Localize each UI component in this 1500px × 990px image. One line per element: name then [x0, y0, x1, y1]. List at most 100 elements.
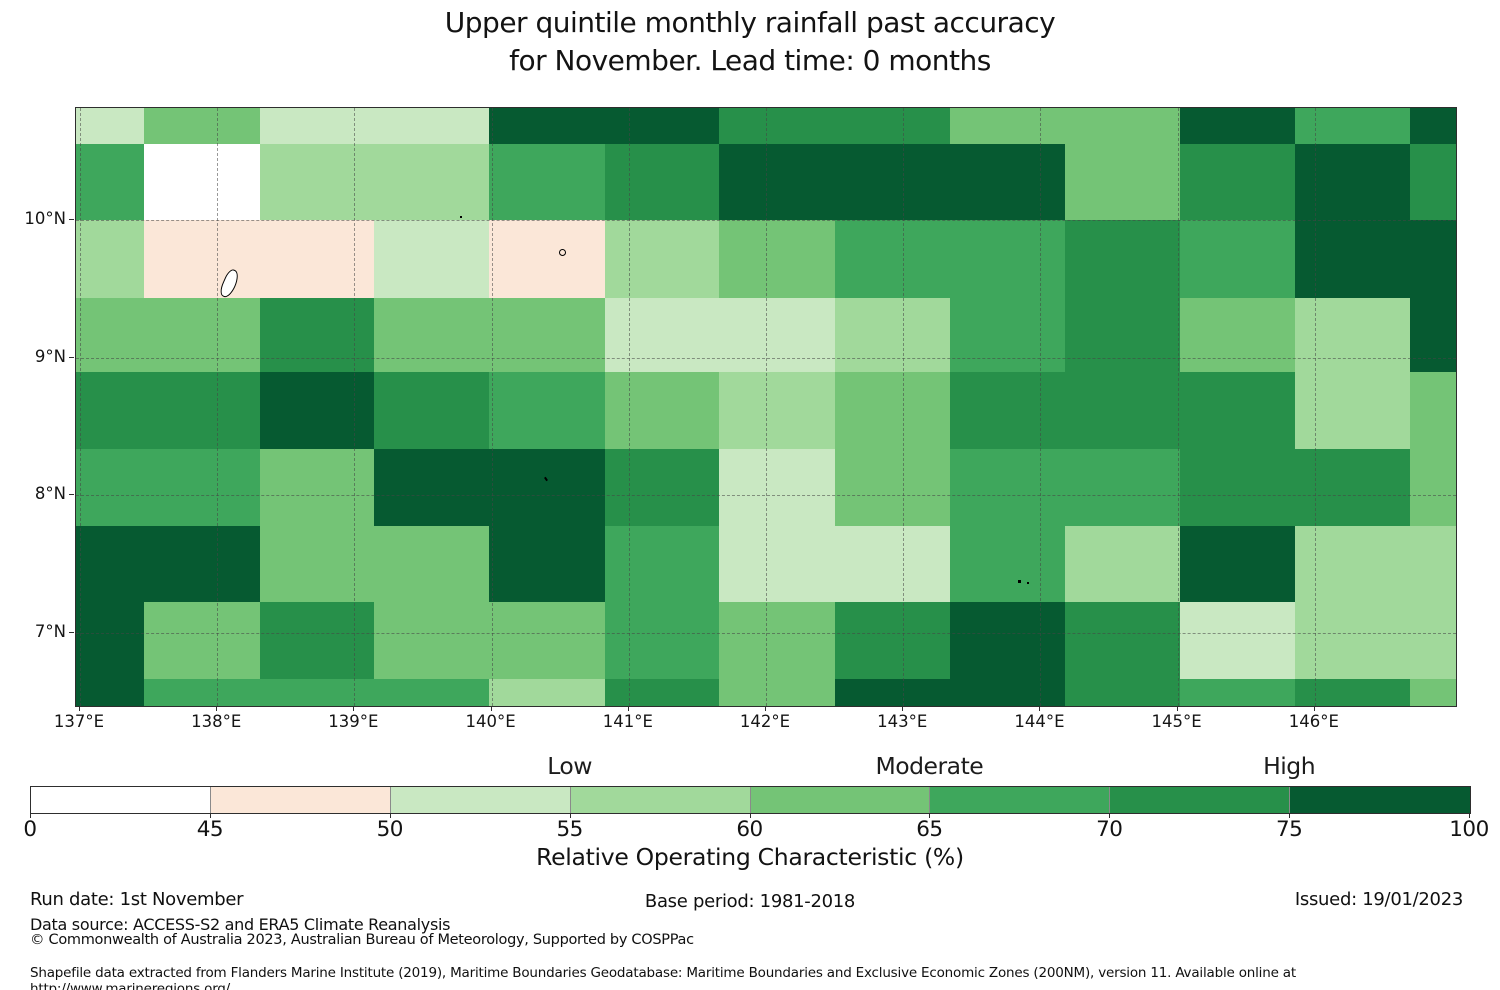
colorbar-segment [1290, 787, 1470, 813]
heatmap-cell [374, 372, 490, 450]
heatmap-cell [1294, 526, 1411, 603]
copyright-text: © Commonwealth of Australia 2023, Austra… [30, 932, 694, 948]
heatmap-cell [76, 678, 145, 707]
heatmap-cell [719, 297, 836, 373]
x-tick-label: 138°E [191, 712, 242, 731]
x-tick-label: 144°E [1014, 712, 1065, 731]
gridline-vertical [354, 108, 356, 706]
heatmap-cell [1294, 108, 1411, 145]
colorbar-tick-mark [1469, 814, 1470, 818]
x-tick-label: 137°E [53, 712, 105, 731]
colorbar-tick-mark [209, 814, 211, 818]
heatmap-cell [76, 108, 145, 145]
gridline-horizontal [76, 495, 1456, 497]
x-tick-label: 146°E [1288, 712, 1339, 731]
heatmap-cell [374, 448, 490, 527]
heatmap-cell [144, 297, 261, 373]
heatmap-cell [1065, 297, 1181, 373]
colorbar-segment [390, 787, 571, 813]
x-tick-mark [1176, 706, 1178, 711]
heatmap-cell [374, 220, 490, 299]
heatmap-cell [489, 602, 606, 680]
colorbar-segment [210, 787, 391, 813]
gridline-horizontal [76, 220, 1456, 221]
heatmap-cell [604, 143, 720, 221]
heatmap-cell [719, 448, 836, 527]
heatmap-cell [949, 602, 1066, 680]
gridline-vertical [80, 108, 81, 706]
gridline-horizontal [76, 632, 1456, 634]
heatmap-cell [76, 220, 145, 299]
island-marker [1027, 582, 1029, 584]
heatmap-cell [1294, 448, 1411, 527]
colorbar-category-label: High [1263, 752, 1316, 780]
colorbar-tick-label: 55 [556, 817, 583, 842]
heatmap-cell [1180, 220, 1296, 299]
heatmap-cell [604, 220, 720, 299]
heatmap-cell [949, 372, 1066, 450]
heatmap-cell [144, 602, 261, 680]
gridline-vertical [1177, 108, 1179, 706]
x-tick-mark [902, 706, 904, 711]
heatmap-cell [1410, 220, 1457, 299]
chart-title-line1: Upper quintile monthly rainfall past acc… [444, 6, 1056, 39]
x-tick-mark [1313, 706, 1315, 711]
heatmap-cell [489, 108, 606, 145]
heatmap-cell [1294, 297, 1411, 373]
y-tick-label: 9°N [34, 346, 66, 366]
x-tick-mark [79, 706, 80, 711]
heatmap-cell [1294, 143, 1411, 221]
heatmap-cell [1410, 143, 1457, 221]
heatmap-cell [1065, 143, 1181, 221]
heatmap-cell [604, 448, 720, 527]
colorbar-segment [930, 787, 1111, 813]
gridline-vertical [491, 108, 493, 706]
colorbar-tick-label: 100 [1449, 817, 1489, 842]
heatmap-cell [144, 143, 261, 221]
gridline-vertical [903, 108, 905, 706]
heatmap-cell [1180, 602, 1296, 680]
heatmap-cell [604, 297, 720, 373]
heatmap-cell [76, 372, 145, 450]
heatmap-cell [259, 526, 375, 603]
heatmap-cell [489, 448, 606, 527]
x-tick-mark [490, 706, 492, 711]
heatmap-cell [1065, 678, 1181, 707]
colorbar-tick-mark [569, 814, 571, 818]
gridline-vertical [628, 108, 630, 706]
heatmap-cell [259, 108, 375, 145]
heatmap-cell [76, 448, 145, 527]
heatmap-cell [949, 448, 1066, 527]
colorbar-tick-label: 70 [1096, 817, 1123, 842]
gridline-vertical [1314, 108, 1316, 706]
gridline-horizontal [76, 357, 1456, 359]
heatmap-cell [835, 143, 951, 221]
y-tick-label: 8°N [34, 484, 66, 504]
colorbar-segment [750, 787, 931, 813]
colorbar-tick-mark [929, 814, 931, 818]
heatmap-cell [144, 108, 261, 145]
heatmap-cell [144, 526, 261, 603]
heatmap-cell [604, 108, 720, 145]
x-tick-mark [353, 706, 355, 711]
heatmap-cell [1180, 108, 1296, 145]
heatmap-cell [1180, 143, 1296, 221]
heatmap-cell [949, 678, 1066, 707]
x-tick-label: 139°E [328, 712, 379, 731]
heatmap-cell [76, 526, 145, 603]
heatmap-cell [719, 602, 836, 680]
heatmap-cell [489, 143, 606, 221]
heatmap-cell [949, 108, 1066, 145]
heatmap-cell [1294, 372, 1411, 450]
heatmap-cell [1410, 372, 1457, 450]
x-tick-label: 141°E [602, 712, 653, 731]
heatmap-cell [1065, 108, 1181, 145]
heatmap-cell [1180, 372, 1296, 450]
x-tick-label: 143°E [877, 712, 928, 731]
y-tick-mark [69, 219, 74, 220]
heatmap-cell [1065, 220, 1181, 299]
heatmap-cell [489, 372, 606, 450]
heatmap-cell [1294, 220, 1411, 299]
heatmap-cell [1065, 372, 1181, 450]
